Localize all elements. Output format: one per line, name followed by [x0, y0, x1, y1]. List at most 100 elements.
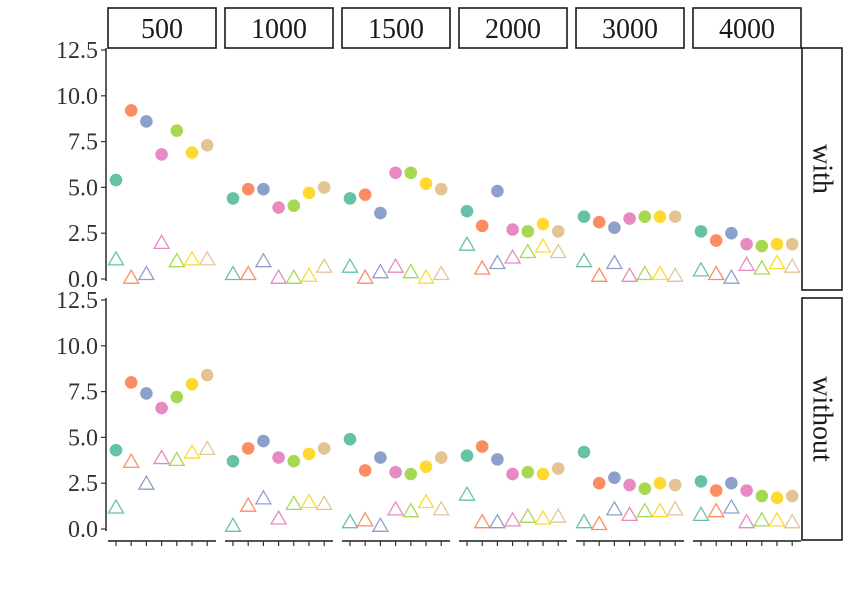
point-circle-with-2000-1	[475, 219, 489, 233]
y-axes: 0.02.55.07.510.012.50.02.55.07.510.012.5	[56, 38, 107, 543]
point-circle-without-500-5	[185, 377, 199, 391]
point-triangle-without-3000-0	[575, 513, 593, 529]
point-circle-without-1000-5	[302, 447, 316, 461]
strip-row-with: with	[801, 47, 843, 291]
strip-label-1000: 1000	[251, 14, 307, 45]
point-triangle-without-3000-2	[605, 500, 624, 516]
point-circle-with-1500-4	[404, 166, 418, 180]
strip-row-without: without	[801, 297, 843, 541]
point-circle-with-1500-1	[358, 188, 372, 202]
point-triangle-with-2000-0	[458, 235, 476, 251]
point-triangle-with-1000-4	[285, 268, 303, 284]
row-facet-strips: with without	[801, 47, 843, 541]
point-circle-with-1500-3	[389, 166, 402, 180]
point-circle-without-4000-3	[740, 484, 753, 497]
point-triangle-without-1000-5	[300, 493, 318, 509]
point-triangle-without-500-4	[168, 451, 186, 467]
point-circle-without-3000-3	[623, 478, 636, 492]
point-triangle-with-2000-6	[549, 243, 567, 259]
point-circle-with-1500-2	[374, 206, 387, 220]
point-circle-without-500-3	[155, 401, 168, 415]
point-triangle-with-500-5	[183, 250, 201, 266]
point-triangle-without-4000-5	[768, 511, 786, 527]
point-circle-without-1500-6	[434, 451, 448, 464]
point-circle-without-2000-2	[491, 453, 504, 466]
point-circle-without-1500-0	[343, 432, 357, 446]
point-triangle-without-3000-1	[590, 515, 608, 531]
point-circle-without-4000-6	[785, 489, 799, 503]
point-triangle-without-500-0	[107, 498, 125, 514]
point-circle-with-1500-0	[343, 192, 357, 205]
point-circle-with-2000-5	[536, 217, 550, 231]
point-circle-with-4000-6	[785, 237, 799, 251]
point-triangle-with-4000-3	[737, 256, 756, 271]
point-circle-without-1000-6	[317, 442, 331, 455]
point-circle-with-500-5	[185, 146, 199, 159]
point-circle-without-2000-4	[521, 465, 535, 479]
point-triangle-without-3000-6	[666, 500, 684, 516]
point-triangle-with-3000-2	[605, 254, 624, 270]
y-tick-label-without-2: 5.0	[68, 425, 98, 451]
point-circle-without-500-6	[200, 368, 214, 382]
point-triangle-without-3000-4	[636, 502, 654, 518]
point-triangle-without-500-1	[122, 452, 140, 468]
y-tick-label-with-4: 10.0	[56, 84, 98, 110]
point-circle-without-1500-1	[358, 464, 372, 477]
point-triangle-without-500-3	[152, 449, 171, 465]
point-circle-with-1000-2	[257, 182, 270, 196]
x-axes	[108, 540, 801, 546]
point-triangle-without-1500-5	[417, 493, 435, 509]
strip-label-1500: 1500	[368, 14, 424, 45]
y-tick-label-without-0: 0.0	[68, 517, 98, 543]
point-triangle-with-1500-5	[417, 268, 435, 284]
point-triangle-with-500-3	[152, 234, 171, 250]
y-tick-label-with-2: 5.0	[68, 175, 98, 201]
point-circle-with-2000-6	[551, 225, 565, 238]
point-circle-with-1000-3	[272, 201, 285, 214]
point-circle-with-2000-2	[491, 184, 504, 198]
point-triangle-with-500-4	[168, 252, 186, 268]
point-triangle-without-500-5	[183, 443, 201, 459]
point-triangle-without-2000-3	[503, 511, 522, 527]
point-circle-without-2000-3	[506, 467, 519, 481]
strip-column-500: 500	[107, 7, 217, 49]
point-circle-with-3000-1	[592, 215, 606, 229]
y-tick-label-with-0: 0.0	[68, 267, 98, 293]
point-circle-with-500-1	[124, 104, 138, 117]
point-triangle-with-1500-6	[432, 265, 450, 281]
strip-label-with: with	[807, 144, 838, 194]
point-triangle-without-2000-0	[458, 485, 476, 501]
point-triangle-without-1000-1	[239, 496, 257, 512]
point-circle-without-1000-4	[287, 454, 301, 468]
y-tick-label-without-1: 2.5	[68, 471, 98, 497]
point-triangle-with-4000-0	[692, 261, 710, 277]
point-circle-with-4000-4	[755, 239, 769, 253]
point-triangle-without-2000-1	[473, 513, 491, 529]
y-tick-label-with-1: 2.5	[68, 221, 98, 247]
point-triangle-without-1000-6	[315, 495, 333, 511]
column-facet-strips: 500 1000 1500 2000 3000 4000	[107, 7, 802, 49]
point-triangle-without-1500-0	[341, 513, 359, 529]
strip-column-4000: 4000	[692, 7, 802, 49]
strip-column-2000: 2000	[458, 7, 568, 49]
point-triangle-with-4000-6	[783, 257, 801, 273]
point-circle-with-1000-0	[226, 192, 240, 205]
point-triangle-with-500-1	[122, 268, 140, 284]
point-triangle-without-1000-4	[285, 495, 303, 511]
strip-column-3000: 3000	[575, 7, 685, 49]
point-triangle-without-1500-1	[356, 511, 374, 527]
strip-label-without: without	[807, 376, 838, 462]
point-circle-without-1000-1	[241, 442, 255, 455]
point-circle-with-3000-5	[653, 210, 667, 224]
point-circle-without-3000-4	[638, 482, 652, 495]
point-triangle-without-1000-0	[224, 517, 242, 532]
point-triangle-with-1500-1	[356, 268, 374, 284]
point-circle-without-4000-4	[755, 489, 769, 503]
y-tick-label-with-3: 7.5	[68, 130, 98, 156]
point-triangle-without-1000-3	[269, 509, 288, 525]
point-triangle-with-2000-4	[519, 243, 537, 259]
point-circle-without-2000-0	[460, 449, 474, 463]
point-triangle-without-1500-3	[386, 500, 405, 516]
point-circle-with-1000-5	[302, 186, 316, 200]
point-triangle-without-4000-3	[737, 513, 756, 529]
